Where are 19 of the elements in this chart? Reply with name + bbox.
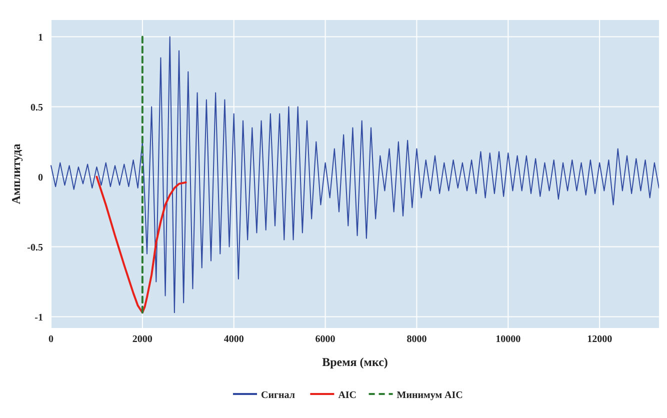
x-tick-label: 8000	[406, 334, 427, 345]
y-axis-title: Амплитуда	[9, 144, 23, 204]
y-tick-label: 1	[38, 32, 43, 44]
legend-label: AIC	[338, 390, 357, 401]
y-tick-label: -1	[34, 312, 43, 324]
x-tick-label: 2000	[132, 334, 152, 345]
line-series	[50, 36, 659, 314]
y-tick-label: 0	[38, 172, 43, 184]
legend-label: Минимум AIC	[396, 390, 463, 401]
x-tick-label: 10000	[496, 334, 521, 345]
x-tick-label: 6000	[315, 334, 336, 345]
x-tick-label: 0	[48, 334, 54, 345]
y-tick-label: -0.5	[27, 242, 43, 254]
legend-label: Сигнал	[261, 390, 296, 401]
line-series	[96, 176, 187, 314]
x-tick-label: 12000	[587, 334, 612, 345]
y-tick-label: 0.5	[30, 102, 43, 114]
x-tick-label: 4000	[224, 334, 244, 345]
x-axis-title: Время (мкс)	[322, 355, 388, 369]
